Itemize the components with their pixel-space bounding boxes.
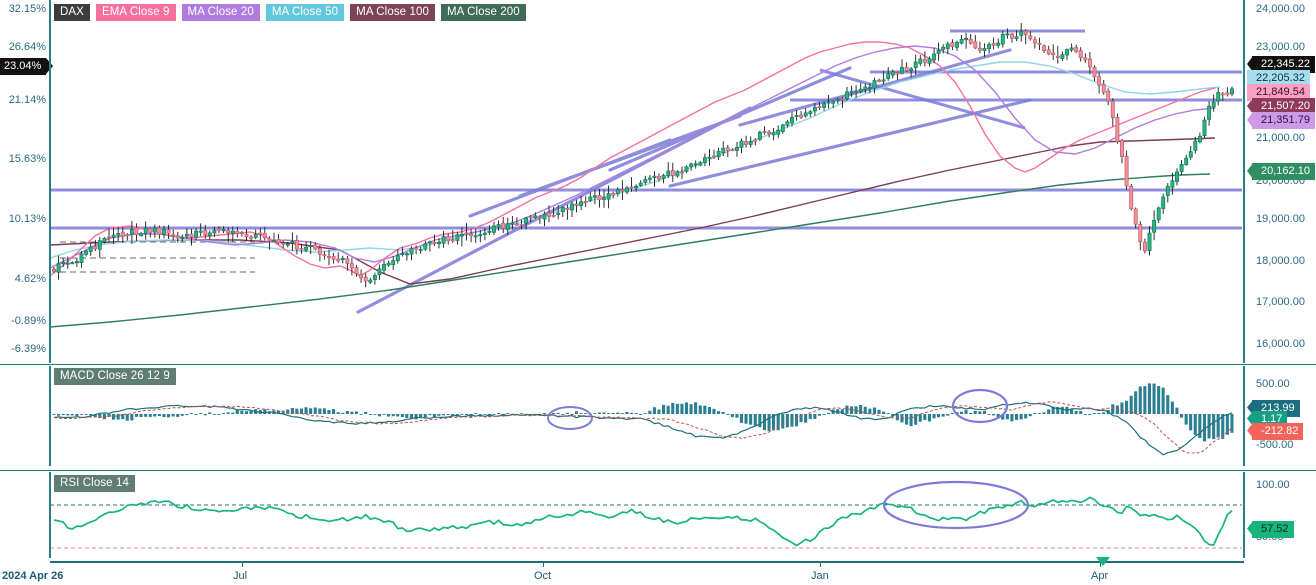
horizontal-trendlines — [50, 29, 1242, 230]
price-axis-vline-right — [1243, 0, 1245, 363]
y-right-tick: 19,000.00 — [1256, 213, 1305, 225]
macd-axis-vline-left — [49, 366, 51, 466]
x-tick-jul: Jul — [233, 570, 248, 582]
macd-hist-pointer — [1247, 400, 1253, 415]
falling-trendline — [819, 68, 1026, 130]
y-left-tick: -6.39% — [11, 343, 46, 355]
macd-line — [53, 401, 1233, 456]
current-change-tag: 23.04% — [0, 58, 47, 75]
y-right-tick: 17,000.00 — [1256, 296, 1305, 308]
y-left-tick: 15.63% — [8, 153, 46, 165]
value-tag-ema-9: 21,849.54 — [1247, 84, 1310, 101]
macd-axis-vline-right — [1243, 366, 1245, 466]
x-tick-jan: Jan — [811, 570, 829, 582]
rsi-plot-area[interactable] — [50, 472, 1242, 558]
rsi-y-tick: 100.00 — [1256, 479, 1290, 491]
macd-annotation-ellipse — [547, 406, 593, 430]
ma-200-line — [50, 173, 1211, 328]
macd-panel: MACD Close 26 12 9 500.00 -500.00 213.99… — [0, 366, 1316, 468]
macd-y-tick: 500.00 — [1256, 378, 1290, 390]
ema-9-line — [50, 41, 1216, 277]
y-right-tick: 18,000.00 — [1256, 255, 1305, 267]
value-tag-ma-20-pointer — [1247, 112, 1253, 128]
x-tick-oct: Oct — [534, 570, 552, 582]
y-left-tick: 32.15% — [8, 3, 46, 15]
macd-y-tick: -500.00 — [1256, 439, 1294, 451]
time-axis: 2024 Apr 26 Jul Oct Jan Apr — [0, 557, 1316, 585]
candlestick-series — [52, 23, 1234, 288]
value-tag-dax: 22,345.22 — [1252, 56, 1315, 73]
value-tag-dax-pointer — [1247, 56, 1253, 72]
x-tick-apr: Apr — [1091, 570, 1109, 582]
price-plot-area[interactable] — [50, 0, 1242, 363]
rsi-value-tag: 57.52 — [1252, 521, 1294, 538]
y-right-tick: 16,000.00 — [1256, 338, 1305, 350]
rsi-plot-svg — [50, 480, 1242, 549]
rsi-axis-vline-left — [49, 472, 51, 558]
macd-line-pointer — [1247, 411, 1253, 426]
macd-plot-area[interactable] — [50, 366, 1242, 466]
ma-100-line — [50, 137, 1216, 285]
y-left-tick: 26.64% — [8, 41, 46, 53]
price-plot-svg — [50, 23, 1242, 328]
value-tag-ma-50: 22,205.32 — [1247, 70, 1310, 87]
macd-signal-pointer — [1247, 423, 1253, 438]
legend-chip-ma-200[interactable]: MA Close 200 — [440, 4, 526, 21]
value-tag-ma-200: 20,162.10 — [1252, 163, 1315, 180]
legend-chip-dax[interactable]: DAX — [54, 4, 90, 21]
panel-separator-1 — [0, 364, 1316, 365]
rsi-value-pointer — [1247, 521, 1253, 536]
legend-chip-rsi[interactable]: RSI Close 14 — [54, 475, 135, 492]
macd-legend: MACD Close 26 12 9 — [54, 368, 176, 385]
rsi-axis-vline-right — [1243, 472, 1245, 558]
price-legend: DAX EMA Close 9 MA Close 20 MA Close 50 … — [54, 4, 526, 21]
legend-chip-macd[interactable]: MACD Close 26 12 9 — [54, 368, 176, 385]
ma-50-line — [50, 61, 1221, 259]
y-left-tick: 4.62% — [14, 273, 46, 285]
price-panel: DAX EMA Close 9 MA Close 20 MA Close 50 … — [0, 0, 1316, 381]
y-right-tick: 21,000.00 — [1256, 132, 1305, 144]
rsi-annotation-ellipse — [882, 480, 1030, 530]
legend-chip-ma-100[interactable]: MA Close 100 — [350, 4, 435, 21]
macd-histogram — [52, 383, 1234, 442]
rsi-line — [53, 496, 1233, 547]
y-left-tick: -0.89% — [11, 315, 46, 327]
macd-annotation-ellipse — [951, 388, 1009, 424]
value-tag-ma-20: 21,351.79 — [1252, 112, 1315, 129]
legend-chip-ma-20[interactable]: MA Close 20 — [181, 4, 260, 21]
time-axis-tickmark — [820, 561, 821, 567]
x-tick-start: 2024 Apr 26 — [2, 570, 64, 582]
y-left-tick: 21.14% — [8, 94, 46, 106]
ma-20-line — [50, 45, 1216, 269]
panel-separator-2 — [0, 470, 1316, 471]
time-axis-line — [50, 561, 1244, 563]
value-tag-ma-100: 21,507.20 — [1252, 98, 1315, 115]
y-right-tick: 24,000.00 — [1256, 3, 1305, 15]
value-tag-ma-100-pointer — [1247, 98, 1253, 114]
value-tag-ma-200-pointer — [1247, 163, 1253, 179]
legend-chip-ema-9[interactable]: EMA Close 9 — [95, 4, 176, 21]
time-axis-tickmark — [543, 561, 544, 567]
macd-plot-svg — [52, 383, 1234, 456]
y-right-tick: 23,000.00 — [1256, 41, 1305, 53]
time-axis-tickmark — [242, 561, 243, 567]
rising-trendlines — [356, 48, 1032, 314]
rsi-legend: RSI Close 14 — [54, 475, 135, 492]
macd-signal-line — [53, 401, 1233, 454]
price-axis-vline-left — [49, 0, 51, 363]
legend-chip-ma-50[interactable]: MA Close 50 — [265, 4, 345, 21]
y-left-tick: 10.13% — [8, 213, 46, 225]
current-time-marker — [1096, 557, 1110, 566]
macd-value-tag-signal: -212.82 — [1252, 423, 1304, 440]
rsi-panel: RSI Close 14 100.00 50.00 57.52 — [0, 472, 1316, 560]
